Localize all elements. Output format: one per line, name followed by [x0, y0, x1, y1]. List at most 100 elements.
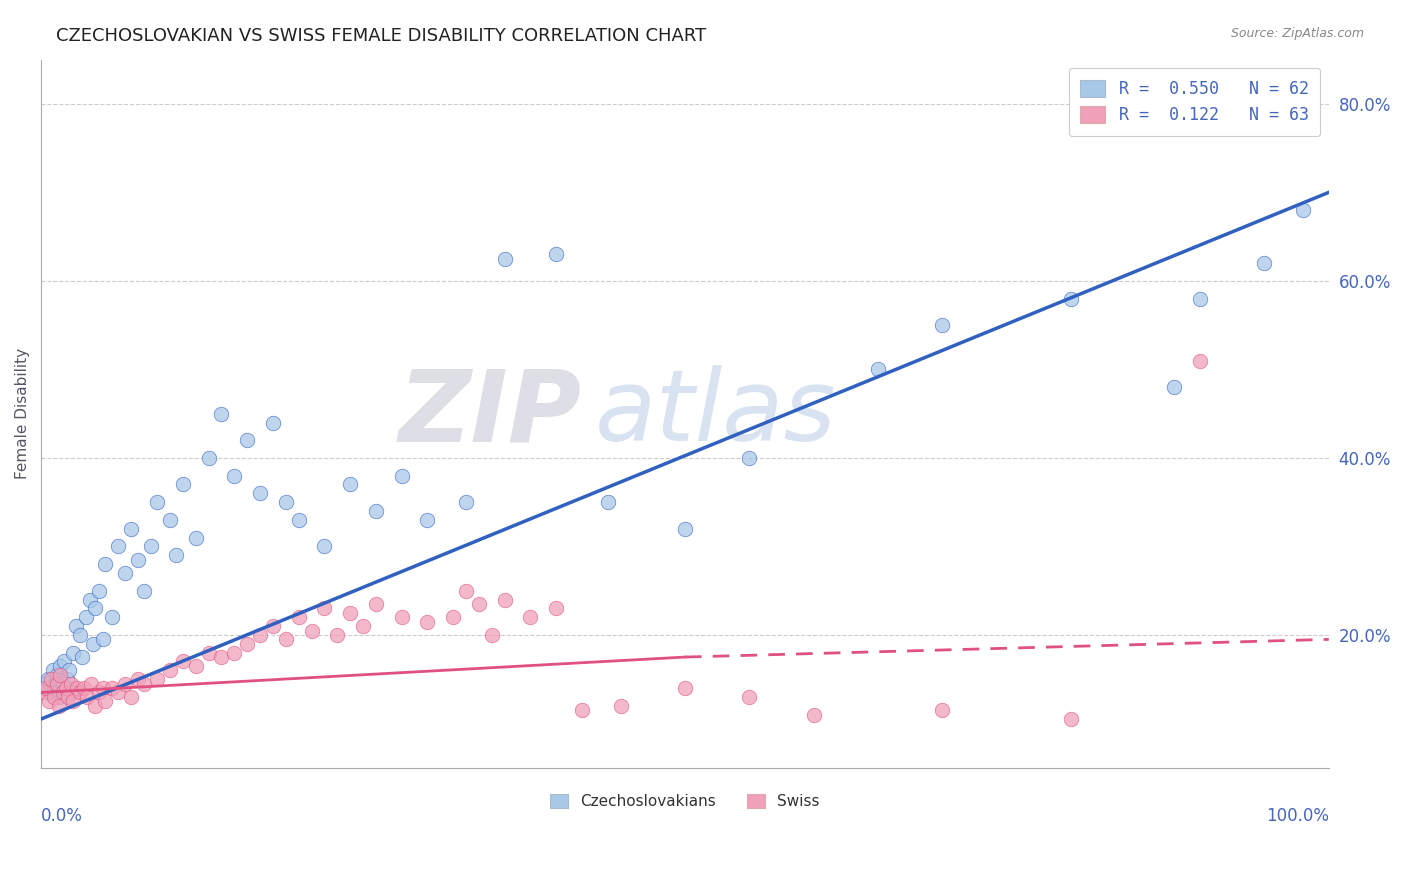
Point [571, 703, 593, 717]
Point [58, 664, 80, 678]
Point [114, 676, 136, 690]
Point [416, 615, 439, 629]
Point [49, 659, 72, 673]
Text: 0.0%: 0.0% [41, 806, 83, 824]
Point [134, 676, 156, 690]
Point [287, 610, 309, 624]
Point [249, 628, 271, 642]
Point [52, 676, 75, 690]
Point [546, 247, 568, 261]
Point [120, 690, 142, 704]
Point [41, 664, 63, 678]
Point [79, 592, 101, 607]
Point [391, 468, 413, 483]
Point [738, 690, 761, 704]
Point [326, 628, 349, 642]
Point [45, 667, 67, 681]
Point [454, 495, 477, 509]
Point [62, 646, 84, 660]
Point [49, 667, 72, 681]
Point [301, 624, 323, 638]
Point [172, 655, 194, 669]
Point [120, 522, 142, 536]
Point [364, 597, 387, 611]
Y-axis label: Female Disability: Female Disability [15, 348, 30, 479]
Point [364, 504, 387, 518]
Point [391, 610, 413, 624]
Point [53, 655, 76, 669]
Point [75, 610, 97, 624]
Point [249, 486, 271, 500]
Point [52, 685, 75, 699]
Point [127, 552, 149, 566]
Point [339, 477, 361, 491]
Point [1060, 292, 1083, 306]
Point [314, 601, 336, 615]
Point [62, 694, 84, 708]
Point [39, 685, 62, 699]
Point [339, 606, 361, 620]
Point [673, 681, 696, 695]
Point [107, 685, 129, 699]
Text: Source: ZipAtlas.com: Source: ZipAtlas.com [1230, 27, 1364, 40]
Point [236, 637, 259, 651]
Point [37, 672, 59, 686]
Point [66, 681, 89, 695]
Point [441, 610, 464, 624]
Text: atlas: atlas [595, 365, 837, 462]
Point [56, 672, 79, 686]
Point [1188, 353, 1211, 368]
Point [87, 685, 110, 699]
Point [184, 659, 207, 673]
Point [72, 650, 94, 665]
Point [1292, 203, 1315, 218]
Point [55, 681, 77, 695]
Point [84, 698, 107, 713]
Point [314, 540, 336, 554]
Point [91, 632, 114, 647]
Point [72, 681, 94, 695]
Point [35, 681, 58, 695]
Point [738, 450, 761, 465]
Point [32, 685, 55, 699]
Point [274, 632, 297, 647]
Point [172, 477, 194, 491]
Text: 100.0%: 100.0% [1265, 806, 1329, 824]
Point [1163, 380, 1185, 394]
Point [59, 676, 82, 690]
Text: ZIP: ZIP [399, 365, 582, 462]
Point [262, 416, 284, 430]
Point [139, 540, 162, 554]
Point [114, 566, 136, 580]
Point [101, 681, 124, 695]
Point [107, 540, 129, 554]
Point [287, 513, 309, 527]
Point [673, 522, 696, 536]
Point [224, 468, 246, 483]
Point [41, 672, 63, 686]
Point [352, 619, 374, 633]
Point [1188, 292, 1211, 306]
Point [94, 557, 117, 571]
Point [69, 628, 91, 642]
Point [931, 703, 953, 717]
Point [197, 450, 219, 465]
Point [454, 583, 477, 598]
Point [165, 549, 187, 563]
Point [146, 672, 169, 686]
Point [236, 434, 259, 448]
Point [38, 694, 60, 708]
Point [60, 685, 83, 699]
Point [184, 531, 207, 545]
Point [519, 610, 541, 624]
Point [159, 664, 181, 678]
Point [481, 628, 503, 642]
Point [42, 681, 65, 695]
Point [159, 513, 181, 527]
Point [82, 637, 104, 651]
Point [80, 676, 103, 690]
Legend: R =  0.550   N = 62, R =  0.122   N = 63: R = 0.550 N = 62, R = 0.122 N = 63 [1069, 68, 1320, 136]
Point [101, 610, 124, 624]
Point [45, 676, 67, 690]
Point [87, 583, 110, 598]
